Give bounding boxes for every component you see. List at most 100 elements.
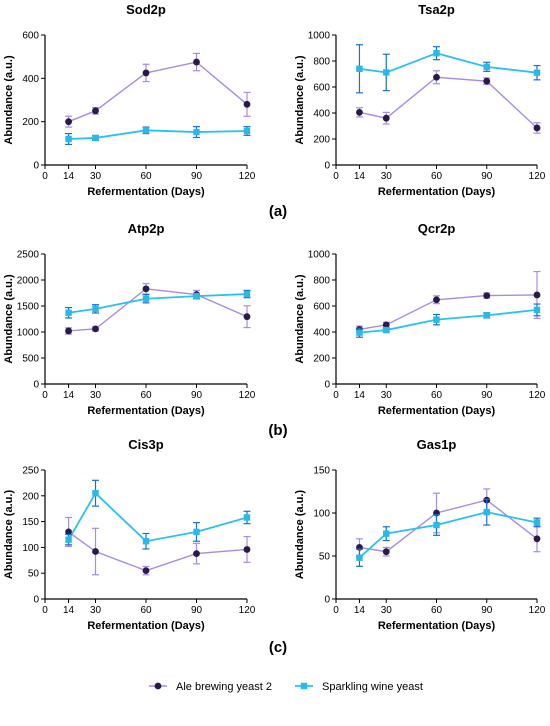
data-point <box>142 127 150 134</box>
data-point <box>533 519 541 526</box>
data-point <box>193 128 200 136</box>
x-tick-label: 90 <box>481 390 493 401</box>
series-ale <box>65 52 251 128</box>
chart-title: Gas1p <box>417 437 457 452</box>
x-tick-label: 120 <box>239 390 256 401</box>
legend-label: Ale brewing yeast 2 <box>176 681 272 693</box>
data-point <box>383 69 390 76</box>
x-tick-label: 14 <box>354 390 366 401</box>
series-ale <box>355 488 541 557</box>
y-tick-label: 1000 <box>308 250 331 261</box>
x-tick-label: 30 <box>90 605 102 616</box>
y-axis-label: Abundance (a.u.) <box>3 55 15 145</box>
data-point <box>142 69 150 77</box>
y-tick-label: 400 <box>313 109 330 120</box>
x-tick-label: 14 <box>63 171 75 182</box>
x-tick-label: 30 <box>381 605 393 616</box>
data-point <box>533 124 541 132</box>
x-tick-label: 90 <box>481 605 493 616</box>
data-point <box>65 309 72 316</box>
x-tick-label: 14 <box>63 390 75 401</box>
y-tick-label: 800 <box>313 57 330 68</box>
series-wine <box>65 289 251 319</box>
y-tick-label: 1000 <box>308 31 331 42</box>
data-point <box>193 550 200 557</box>
x-tick-label: 90 <box>191 605 203 616</box>
series-ale <box>355 70 541 134</box>
data-point <box>483 508 490 516</box>
series-ale <box>355 270 541 334</box>
y-tick-label: 0 <box>324 380 330 391</box>
y-axis-label: Abundance (a.u.) <box>294 274 306 364</box>
data-point <box>243 546 251 553</box>
x-axis-label: Refermentation (Days) <box>378 620 496 632</box>
y-tick-label: 100 <box>313 509 330 520</box>
y-tick-label: 600 <box>313 83 330 94</box>
x-tick-label: 60 <box>140 605 152 616</box>
data-point <box>433 316 440 323</box>
y-tick-label: 0 <box>33 161 39 172</box>
x-tick-label: 120 <box>529 171 546 182</box>
legend-label: Sparkling wine yeast <box>322 681 423 693</box>
data-point <box>243 100 251 108</box>
data-point <box>92 305 99 313</box>
x-tick-label: 30 <box>381 390 393 401</box>
y-tick-label: 0 <box>33 595 39 606</box>
data-point <box>533 306 541 314</box>
data-point <box>92 325 99 333</box>
y-tick-label: 800 <box>313 276 330 287</box>
data-point <box>383 530 390 537</box>
x-tick-label: 30 <box>90 171 102 182</box>
data-point <box>483 63 490 71</box>
x-tick-label: 14 <box>354 171 366 182</box>
x-tick-label: 0 <box>333 605 339 616</box>
data-point <box>92 107 99 115</box>
data-point <box>92 490 99 497</box>
chart-sod2p: Sod2p 0 200 400 600 0 14 30 60 90 120 Refermentatio… <box>3 2 256 198</box>
series-wine <box>65 479 251 550</box>
y-tick-label: 1000 <box>17 328 40 339</box>
y-tick-label: 150 <box>313 466 330 477</box>
y-tick-label: 500 <box>22 354 39 365</box>
x-axis-label: Refermentation (Days) <box>87 405 205 417</box>
x-tick-label: 14 <box>354 605 366 616</box>
y-tick-label: 400 <box>22 74 39 85</box>
data-point <box>243 514 251 521</box>
data-point <box>92 134 99 142</box>
data-point <box>243 290 251 298</box>
x-tick-label: 120 <box>529 605 546 616</box>
data-point <box>483 77 491 85</box>
x-tick-label: 0 <box>333 390 339 401</box>
chart-title: Sod2p <box>126 2 166 17</box>
y-axis-label: Abundance (a.u.) <box>294 490 306 580</box>
data-point <box>142 295 150 302</box>
y-tick-label: 100 <box>22 543 39 554</box>
series-ale <box>65 283 251 335</box>
data-point <box>243 127 251 135</box>
x-axis-label: Refermentation (Days) <box>378 186 496 198</box>
y-axis-label: Abundance (a.u.) <box>3 490 15 580</box>
y-tick-label: 1500 <box>17 302 40 313</box>
series-wine <box>65 126 251 146</box>
data-point <box>533 535 541 543</box>
x-tick-label: 0 <box>333 171 339 182</box>
data-point <box>356 329 363 336</box>
y-tick-label: 2500 <box>17 250 40 261</box>
series-wine <box>355 498 541 567</box>
series-line <box>359 499 538 553</box>
x-tick-label: 120 <box>239 171 256 182</box>
data-point <box>65 118 72 126</box>
legend-swatch-marker <box>154 682 162 690</box>
y-tick-label: 250 <box>22 466 39 477</box>
data-point <box>356 65 363 72</box>
data-point <box>356 108 363 116</box>
x-tick-label: 60 <box>431 390 443 401</box>
panel-label: (b) <box>268 422 287 439</box>
x-tick-label: 30 <box>90 390 102 401</box>
x-tick-label: 90 <box>191 390 203 401</box>
y-tick-label: 0 <box>33 380 39 391</box>
y-tick-label: 2000 <box>17 276 40 287</box>
data-point <box>433 50 440 57</box>
series-wine <box>355 44 541 94</box>
chart-tsa2p: Tsa2p 0 200 400 600 800 1000 0 14 30 60 90 120 Referm… <box>294 2 546 198</box>
